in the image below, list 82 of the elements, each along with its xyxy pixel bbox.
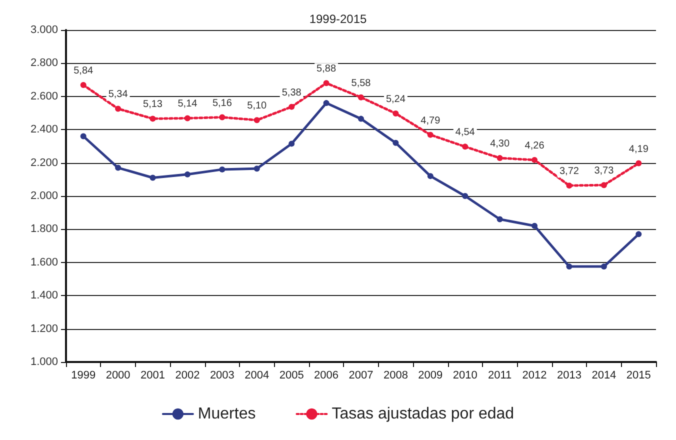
data-label: 5,88 — [316, 64, 336, 75]
x-tick-label: 2001 — [140, 370, 166, 382]
y-tick-label: 1.200 — [30, 322, 58, 335]
point — [462, 144, 468, 150]
point — [600, 182, 607, 188]
x-tick-label: 2000 — [106, 370, 130, 382]
data-label: 4,54 — [455, 127, 476, 138]
point — [462, 193, 468, 199]
x-tick-label: 2008 — [383, 370, 408, 382]
legend-label: Muertes — [198, 406, 256, 422]
x-tick-label: 2005 — [279, 370, 304, 382]
point — [288, 140, 295, 147]
x-tick-label: 2015 — [626, 370, 651, 382]
point — [636, 160, 642, 166]
point — [254, 166, 260, 172]
x-tick-label: 2002 — [175, 370, 200, 382]
y-tick-label: 2.400 — [30, 124, 58, 136]
y-tick-label: 1.600 — [30, 256, 58, 268]
data-label: 4,19 — [628, 144, 649, 155]
data-label: 5,24 — [386, 94, 406, 105]
point — [496, 216, 503, 222]
data-label: 4,30 — [490, 138, 510, 150]
legend-label: Tasas ajustadas por edad — [332, 406, 514, 422]
data-label: 5,34 — [108, 89, 128, 100]
point — [115, 164, 122, 171]
x-tick-label: 2004 — [244, 370, 270, 382]
y-tick-label: 3.000 — [30, 24, 58, 36]
point — [600, 264, 607, 270]
point — [392, 110, 399, 116]
x-tick-label: 2012 — [522, 370, 547, 382]
x-tick-label: 1999 — [71, 370, 96, 382]
point — [496, 155, 503, 162]
point — [184, 115, 190, 122]
point — [532, 222, 538, 229]
data-label: 4,79 — [420, 115, 441, 126]
y-tick-label: 1.400 — [30, 290, 58, 302]
y-tick-label: 2.000 — [30, 190, 58, 202]
data-label: 5,58 — [351, 78, 372, 89]
point — [254, 117, 260, 124]
x-tick-label: 2006 — [314, 370, 339, 382]
chart-title: 1999-2015 — [309, 12, 368, 26]
point — [532, 156, 538, 163]
y-tick-label: 2.800 — [30, 57, 58, 70]
point — [566, 264, 572, 270]
data-label: 4,26 — [524, 140, 545, 152]
point — [219, 166, 226, 172]
x-tick-label: 2010 — [452, 370, 478, 382]
point — [288, 104, 295, 110]
point — [358, 116, 364, 122]
x-tick-label: 2014 — [592, 370, 616, 382]
data-label: 5,84 — [74, 66, 94, 77]
y-tick-label: 1.000 — [30, 356, 58, 368]
data-label: 3,73 — [594, 166, 614, 177]
y-tick-label: 2.200 — [30, 156, 58, 169]
point — [566, 182, 572, 189]
point — [427, 173, 434, 180]
x-tick-label: 2009 — [418, 370, 443, 382]
data-label: 3,72 — [560, 166, 580, 178]
data-label: 5,16 — [212, 98, 232, 109]
point — [80, 82, 86, 88]
data-label: 5,38 — [282, 87, 302, 98]
x-tick-label: 2003 — [210, 370, 234, 382]
y-tick-label: 2.600 — [30, 90, 58, 102]
point — [115, 106, 122, 112]
point — [184, 171, 190, 178]
point — [150, 174, 156, 181]
x-tick-label: 2011 — [488, 370, 512, 382]
point — [80, 133, 86, 140]
y-tick-label: 1.800 — [30, 223, 58, 236]
data-label: 5,14 — [178, 98, 198, 110]
point — [392, 140, 399, 146]
point — [358, 94, 364, 100]
point — [323, 80, 330, 86]
x-tick-label: 2007 — [348, 370, 374, 382]
point — [150, 116, 156, 122]
data-label: 5,13 — [143, 99, 163, 110]
data-label: 5,10 — [247, 100, 268, 112]
point — [636, 231, 642, 238]
x-tick-label: 2013 — [556, 370, 582, 382]
point — [323, 100, 330, 106]
point — [219, 114, 226, 120]
point — [427, 132, 434, 138]
